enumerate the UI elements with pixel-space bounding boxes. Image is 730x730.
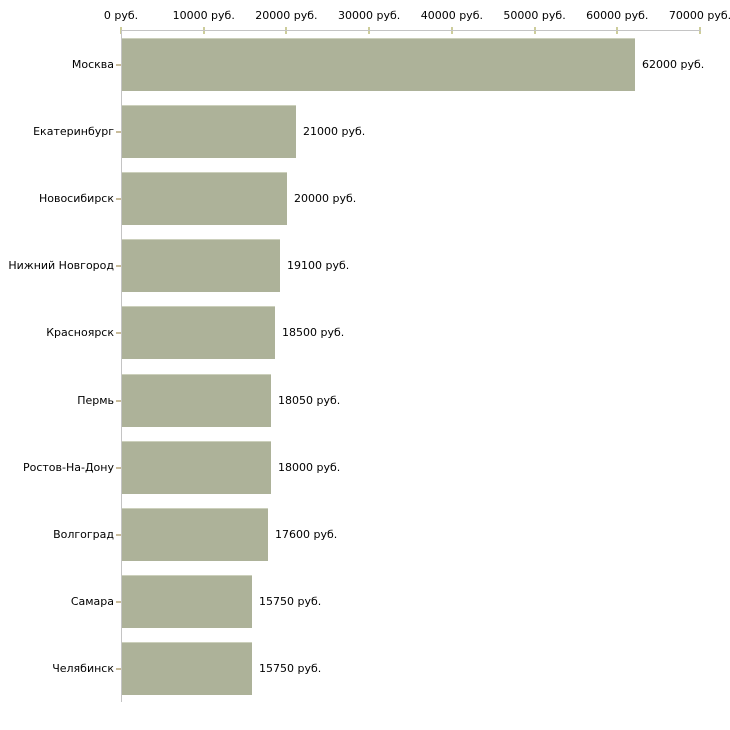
category-tick (116, 131, 121, 133)
x-axis-tick-label: 40000 руб. (420, 9, 483, 22)
bar-row: Нижний Новгород 19100 руб. (0, 239, 730, 292)
value-label: 15750 руб. (259, 595, 322, 608)
category-label: Екатеринбург (33, 125, 114, 138)
category-label: Новосибирск (38, 192, 114, 205)
category-tick (116, 265, 121, 267)
bar (122, 172, 287, 225)
x-axis-tick-label: 30000 руб. (338, 9, 401, 22)
x-axis-tick-label: 70000 руб. (668, 9, 730, 22)
bar (122, 374, 271, 427)
value-label: 18050 руб. (278, 394, 341, 407)
value-label: 17600 руб. (275, 528, 338, 541)
bar-row: Волгоград 17600 руб. (0, 508, 730, 561)
category-tick (116, 534, 121, 536)
x-axis-line (121, 30, 701, 31)
category-tick (116, 601, 121, 603)
value-label: 18000 руб. (278, 461, 341, 474)
bar (122, 38, 635, 91)
category-label: Красноярск (46, 326, 114, 339)
bar-row: Ростов-На-Дону 18000 руб. (0, 441, 730, 494)
x-axis-tick-label: 0 руб. (103, 9, 139, 22)
category-label: Ростов-На-Дону (22, 461, 114, 474)
value-label: 62000 руб. (642, 58, 705, 71)
category-label: Пермь (77, 394, 114, 407)
bar (122, 575, 252, 628)
bar (122, 508, 268, 561)
bar-row: Екатеринбург 21000 руб. (0, 105, 730, 158)
bar-row: Самара 15750 руб. (0, 575, 730, 628)
value-label: 19100 руб. (287, 259, 350, 272)
category-tick (116, 400, 121, 402)
x-axis-tick-label: 50000 руб. (503, 9, 566, 22)
x-axis-tick-label: 60000 руб. (586, 9, 649, 22)
x-axis-tick-label: 20000 руб. (255, 9, 318, 22)
category-label: Москва (71, 58, 114, 71)
bar-row: Красноярск 18500 руб. (0, 306, 730, 359)
bar (122, 441, 271, 494)
bar (122, 642, 252, 695)
category-tick (116, 64, 121, 66)
bar (122, 239, 280, 292)
y-axis-line (121, 30, 122, 702)
x-axis-tick-label: 10000 руб. (172, 9, 235, 22)
value-label: 18500 руб. (282, 326, 345, 339)
bar-row: Челябинск 15750 руб. (0, 642, 730, 695)
bar (122, 105, 296, 158)
category-label: Волгоград (53, 528, 114, 541)
bar (122, 306, 275, 359)
category-tick (116, 668, 121, 670)
category-label: Челябинск (52, 662, 114, 675)
category-label: Самара (70, 595, 114, 608)
value-label: 20000 руб. (294, 192, 357, 205)
category-tick (116, 467, 121, 469)
value-label: 21000 руб. (303, 125, 366, 138)
bar-row: Москва 62000 руб. (0, 38, 730, 91)
category-tick (116, 332, 121, 334)
category-tick (116, 198, 121, 200)
category-label: Нижний Новгород (8, 259, 114, 272)
bar-row: Новосибирск 20000 руб. (0, 172, 730, 225)
bar-row: Пермь 18050 руб. (0, 374, 730, 427)
value-label: 15750 руб. (259, 662, 322, 675)
